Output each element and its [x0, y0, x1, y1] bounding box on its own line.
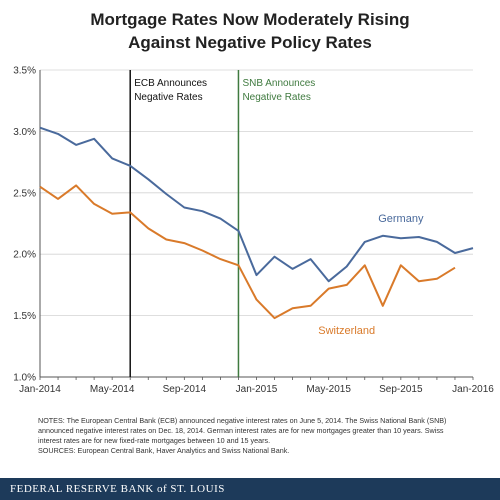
y-tick-label: 2.0%	[13, 250, 36, 261]
series-label-germany: Germany	[378, 213, 424, 225]
chart-notes: NOTES: The European Central Bank (ECB) a…	[38, 416, 490, 456]
footer-logo-text: FEDERAL RESERVE BANK of ST. LOUIS	[10, 483, 225, 495]
x-tick-label: Sep-2014	[163, 384, 207, 395]
y-tick-label: 3.0%	[13, 127, 36, 138]
x-tick-label: Jan-2016	[452, 384, 494, 395]
series-line-germany	[39, 126, 474, 283]
y-tick-label: 2.5%	[13, 188, 36, 199]
notes-line-3: interest rates are for new fixed-rate mo…	[38, 436, 271, 445]
annotation-label: Negative Rates	[134, 92, 202, 103]
notes-line-2: announced negative interest rates on Dec…	[38, 426, 444, 435]
footer-bar: FEDERAL RESERVE BANK of ST. LOUIS	[0, 478, 500, 500]
chart-title-line-2: Against Negative Policy Rates	[128, 33, 372, 52]
chart-title: Mortgage Rates Now Moderately Rising Aga…	[0, 8, 500, 54]
chart-title-line-1: Mortgage Rates Now Moderately Rising	[90, 10, 410, 29]
y-tick-label: 3.5%	[13, 66, 36, 77]
series-line-switzerland	[39, 184, 456, 320]
x-tick-label: Jan-2014	[19, 384, 61, 395]
y-tick-label: 1.5%	[13, 311, 36, 322]
notes-sources: SOURCES: European Central Bank, Haver An…	[38, 446, 290, 455]
x-tick-label: Jan-2015	[236, 384, 278, 395]
annotation-label: SNB Announces	[242, 78, 315, 89]
series-label-switzerland: Switzerland	[318, 325, 375, 337]
notes-line-1: NOTES: The European Central Bank (ECB) a…	[38, 416, 447, 425]
annotation-label: ECB Announces	[134, 78, 207, 89]
annotation-label: Negative Rates	[242, 92, 310, 103]
x-tick-label: May-2015	[306, 384, 351, 395]
line-chart: 1.0% 1.5% 2.0% 2.5% 3.0% 3.5% Jan-2014 May-2014…	[13, 66, 494, 396]
y-tick-label: 1.0%	[13, 373, 36, 384]
x-tick-label: Sep-2015	[379, 384, 423, 395]
x-tick-label: May-2014	[90, 384, 135, 395]
